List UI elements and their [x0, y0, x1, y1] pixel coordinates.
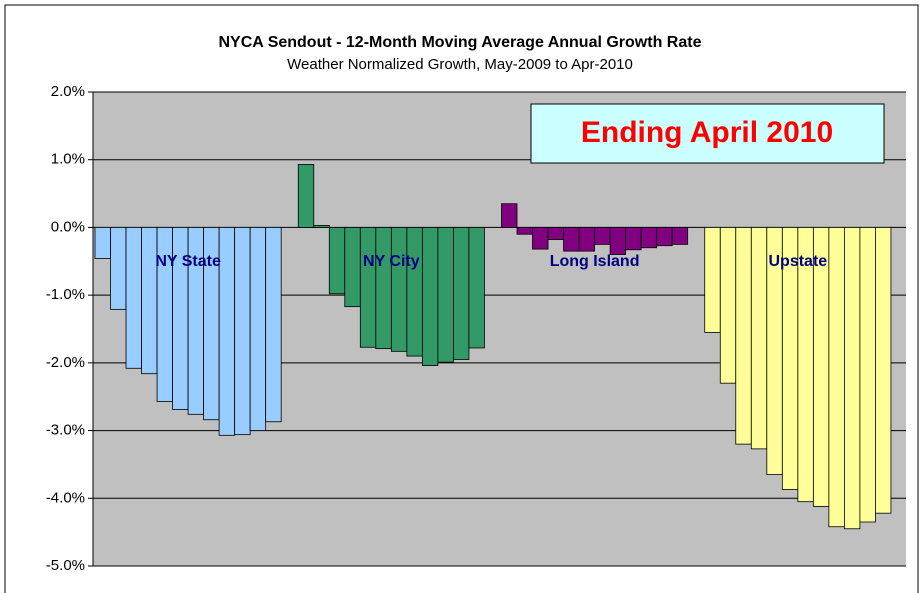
group-label: Long Island — [550, 253, 640, 270]
bar — [453, 227, 470, 360]
y-tick-label: 1.0% — [51, 151, 85, 168]
bar — [390, 227, 408, 352]
bar — [859, 227, 876, 523]
bar — [578, 227, 595, 252]
bar — [125, 227, 142, 369]
bar — [532, 227, 549, 250]
y-tick-label: -4.0% — [46, 489, 85, 506]
group-label: Upstate — [768, 253, 827, 270]
bar — [313, 224, 330, 228]
bar — [609, 227, 627, 255]
y-tick-label: 2.0% — [51, 83, 85, 100]
group-label: NY State — [155, 253, 221, 270]
bar — [437, 227, 454, 363]
bar — [218, 227, 236, 436]
chart-title: NYCA Sendout - 12-Month Moving Average A… — [219, 34, 702, 51]
annotation-box — [530, 103, 885, 164]
bar — [375, 227, 392, 350]
bar — [297, 164, 315, 228]
bar — [421, 227, 439, 366]
bar — [719, 227, 737, 384]
bar — [265, 227, 282, 423]
y-tick-label: 0.0% — [51, 218, 85, 235]
group-label: NY City — [363, 253, 420, 270]
y-tick-label: -5.0% — [46, 557, 85, 574]
bar — [704, 227, 721, 333]
bar — [828, 227, 845, 528]
bar — [234, 227, 251, 436]
y-tick-label: -1.0% — [46, 286, 85, 303]
bar — [640, 227, 658, 249]
bar — [656, 227, 673, 247]
bar — [141, 227, 158, 375]
bar — [516, 227, 533, 235]
bar — [563, 227, 580, 252]
chart-subtitle: Weather Normalized Growth, May-2009 to A… — [287, 56, 633, 73]
bar — [735, 227, 752, 445]
bar — [501, 203, 518, 228]
bar — [547, 227, 564, 241]
bar — [110, 227, 127, 310]
bar — [671, 227, 689, 245]
bar — [625, 227, 642, 251]
bar — [344, 227, 361, 308]
bar — [359, 227, 377, 348]
bar — [406, 227, 423, 357]
y-tick-label: -2.0% — [46, 354, 85, 371]
bar — [750, 227, 768, 450]
bar — [94, 227, 111, 259]
annotation: Ending April 2010 — [581, 116, 833, 149]
bar — [594, 227, 611, 245]
bar — [328, 227, 346, 295]
bar — [875, 227, 892, 514]
bar — [843, 227, 861, 530]
bar — [249, 227, 267, 431]
y-tick-label: -3.0% — [46, 422, 85, 439]
bar — [468, 227, 485, 349]
